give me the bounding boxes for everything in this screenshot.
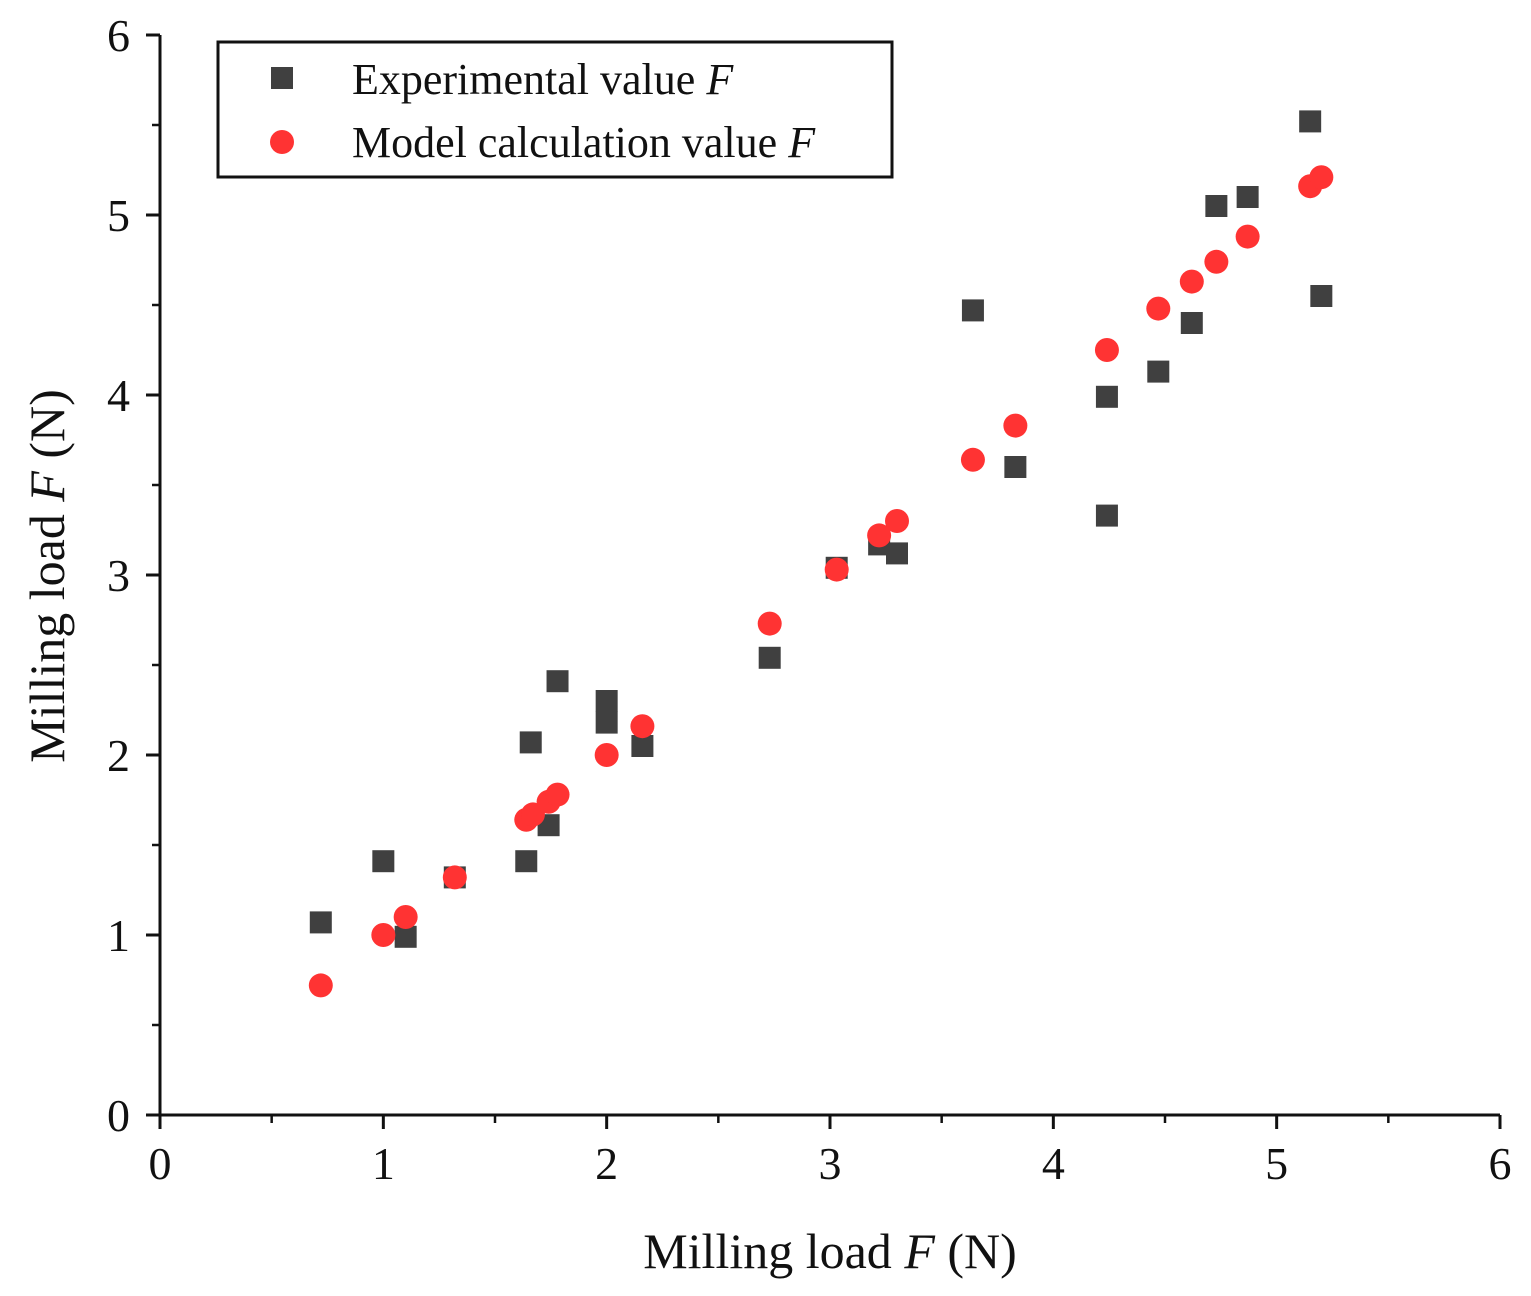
y-tick-label: 5 (107, 190, 130, 241)
model-point (393, 905, 418, 929)
axes: 0 1 2 3 4 5 6 0 1 2 3 4 5 6 (107, 10, 1512, 1189)
experimental-point (1310, 285, 1333, 307)
legend-marker-model (270, 130, 294, 154)
experimental-point (961, 299, 984, 322)
experimental-point (1095, 385, 1118, 408)
experimental-point (758, 646, 781, 669)
model-point (1235, 224, 1260, 249)
model-point (1204, 249, 1229, 274)
experimental-point (1205, 195, 1228, 217)
model-point (1146, 296, 1171, 321)
experimental-point (595, 711, 618, 734)
x-tick-label: 4 (1042, 1138, 1065, 1189)
x-tick-label: 3 (819, 1138, 842, 1189)
model-point (885, 509, 909, 533)
experimental-point (309, 911, 332, 934)
model-point (757, 611, 782, 636)
model-point (824, 557, 849, 582)
experimental-point (1236, 186, 1259, 208)
model-point (442, 865, 467, 890)
model-point (960, 447, 985, 472)
model-point (371, 923, 396, 947)
experimental-point (1095, 504, 1118, 527)
legend-box (216, 40, 894, 179)
y-tick-label: 6 (107, 10, 130, 61)
experimental-point (886, 542, 908, 565)
x-tick-label: 0 (149, 1138, 172, 1189)
model-point (1179, 269, 1204, 294)
legend: Experimental value F Model calculation v… (216, 40, 894, 179)
y-tick-label: 3 (107, 550, 130, 601)
y-tick-label: 0 (107, 1090, 130, 1141)
experimental-point (546, 670, 569, 693)
y-tick-label: 1 (107, 910, 130, 961)
experimental-point (519, 731, 542, 754)
x-tick-label: 6 (1489, 1138, 1512, 1189)
y-tick-label: 2 (107, 730, 130, 781)
model-point (630, 714, 655, 739)
x-tick-label: 5 (1265, 1138, 1288, 1189)
model-point (594, 743, 619, 767)
y-axis-title: Milling load F (N) (19, 389, 75, 763)
x-axis-title: Milling load F (N) (643, 1223, 1017, 1279)
experimental-point (1299, 110, 1322, 133)
legend-marker-experimental (271, 67, 293, 89)
model-point (545, 782, 570, 807)
x-tick-label: 1 (372, 1138, 395, 1189)
experimental-point (515, 850, 538, 873)
x-tick-label: 2 (595, 1138, 618, 1189)
model-point (867, 523, 892, 548)
experimental-point (372, 850, 395, 873)
model-point (1309, 165, 1334, 190)
experimental-point (595, 690, 618, 712)
model-point (1094, 338, 1119, 362)
experimental-point (631, 735, 654, 757)
model-point (1003, 413, 1028, 438)
y-tick-label: 4 (107, 370, 130, 421)
legend-label-model: Model calculation value F (352, 118, 816, 167)
model-point (308, 973, 333, 998)
experimental-point (1147, 360, 1170, 383)
experimental-point (1004, 456, 1027, 478)
experimental-point (1180, 312, 1203, 334)
legend-label-experimental: Experimental value F (352, 55, 734, 104)
data-markers (308, 110, 1334, 998)
experimental-point (394, 925, 417, 948)
